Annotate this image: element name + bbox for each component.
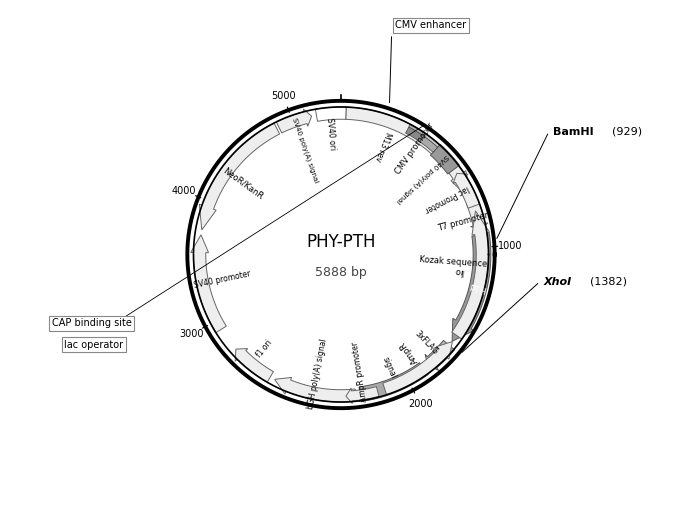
PathPatch shape <box>452 234 491 342</box>
PathPatch shape <box>409 124 426 136</box>
Text: 3000: 3000 <box>179 329 204 339</box>
PathPatch shape <box>453 174 479 208</box>
Text: signal: signal <box>381 355 398 380</box>
PathPatch shape <box>191 235 226 333</box>
Text: M13 rev: M13 rev <box>373 130 392 162</box>
Text: 2000: 2000 <box>408 399 432 409</box>
PathPatch shape <box>466 199 488 230</box>
Text: AmpR: AmpR <box>398 339 420 365</box>
Text: SV40 promoter: SV40 promoter <box>193 269 252 290</box>
Text: PTH: PTH <box>467 285 486 297</box>
PathPatch shape <box>199 123 280 230</box>
PathPatch shape <box>346 387 379 404</box>
PathPatch shape <box>315 107 346 121</box>
PathPatch shape <box>425 341 455 371</box>
Text: PHY-PTH: PHY-PTH <box>306 233 376 251</box>
Text: 4000: 4000 <box>172 186 196 196</box>
PathPatch shape <box>275 378 357 402</box>
PathPatch shape <box>359 363 428 402</box>
Text: AmpR promoter: AmpR promoter <box>351 342 369 403</box>
Text: XhoI: XhoI <box>544 276 572 287</box>
PathPatch shape <box>451 211 490 339</box>
Text: SV40 poly(A) signal: SV40 poly(A) signal <box>395 153 449 205</box>
Text: (929): (929) <box>612 127 642 136</box>
Text: CMV promoter: CMV promoter <box>394 121 436 176</box>
Text: 5888 bp: 5888 bp <box>315 266 367 279</box>
Text: bGH poly(A) signal: bGH poly(A) signal <box>307 337 329 410</box>
Text: SV40 poly(A) signal: SV40 poly(A) signal <box>291 117 319 183</box>
PathPatch shape <box>276 109 312 133</box>
Text: Kozak sequence: Kozak sequence <box>419 256 488 269</box>
PathPatch shape <box>346 107 472 202</box>
PathPatch shape <box>420 136 438 152</box>
Text: (1382): (1382) <box>591 276 627 287</box>
Text: NeoR/KanR: NeoR/KanR <box>221 165 265 201</box>
Text: 3xFLAG: 3xFLAG <box>413 329 440 356</box>
Text: CAP binding site: CAP binding site <box>52 318 132 328</box>
Text: 1000: 1000 <box>498 241 522 250</box>
Text: CMV enhancer: CMV enhancer <box>396 20 466 31</box>
PathPatch shape <box>406 127 424 142</box>
Text: T7 promoter: T7 promoter <box>437 211 490 233</box>
Text: f1 ori: f1 ori <box>255 338 274 359</box>
PathPatch shape <box>424 134 440 147</box>
Text: BamHI: BamHI <box>552 127 593 136</box>
PathPatch shape <box>430 144 460 174</box>
Text: lac Promoter: lac Promoter <box>423 183 470 214</box>
Text: SV40 ori: SV40 ori <box>325 117 336 150</box>
PathPatch shape <box>383 342 452 395</box>
Text: lio: lio <box>454 266 464 276</box>
Text: lac operator: lac operator <box>64 340 123 350</box>
PathPatch shape <box>235 349 273 382</box>
Text: 5000: 5000 <box>271 91 295 101</box>
